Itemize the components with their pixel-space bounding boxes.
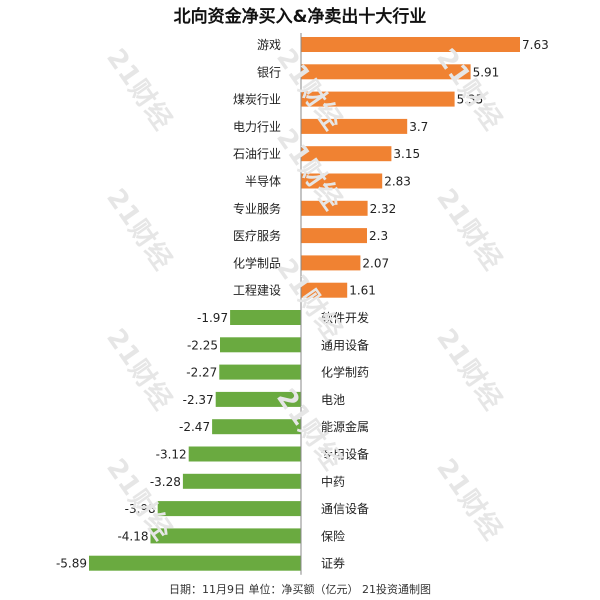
category-label: 能源金属: [321, 419, 369, 434]
bar: [188, 446, 301, 462]
bar: [301, 228, 367, 244]
bar: [182, 473, 301, 489]
bar: [230, 310, 301, 325]
data-label: 2.83: [384, 175, 411, 189]
category-label: 保险: [321, 528, 345, 543]
category-label: 银行: [257, 65, 281, 79]
bar: [301, 91, 455, 107]
category-label: 化学制品: [233, 255, 281, 270]
data-label: 3.7: [409, 120, 428, 134]
category-label: 专用设备: [321, 447, 369, 462]
category-label: 证券: [321, 556, 345, 571]
category-label: 化学制药: [321, 365, 369, 380]
data-label: -1.97: [197, 311, 228, 325]
data-label: 5.35: [457, 93, 484, 107]
data-label: 5.91: [473, 65, 500, 79]
category-label: 石油行业: [233, 147, 281, 161]
bar-chart: 游戏 7.63 银行 5.91 煤炭行业 5.35 电力行业 3.7 石油行业 3.15 半导体 2.…: [56, 33, 549, 575]
category-label: 专业服务: [233, 201, 281, 216]
category-label: 中药: [321, 474, 345, 489]
data-label: -2.27: [186, 366, 217, 380]
bar: [301, 173, 383, 189]
bar: [212, 419, 301, 435]
data-label: 2.07: [362, 256, 389, 270]
bar: [301, 64, 471, 80]
data-label: 3.15: [393, 147, 420, 161]
data-label: -2.47: [179, 420, 210, 434]
chart-footer: 日期：11月9日 单位：净买额（亿元） 21投资通制图: [169, 583, 431, 596]
bar: [157, 501, 301, 517]
data-label: -4.18: [117, 529, 148, 543]
bar: [301, 200, 368, 216]
bar: [219, 364, 301, 380]
bar: [301, 255, 361, 271]
bar: [89, 555, 301, 571]
category-label: 医疗服务: [233, 228, 281, 243]
category-label: 游戏: [257, 38, 281, 52]
data-label: -3.98: [125, 502, 156, 516]
bar: [301, 37, 520, 52]
category-label: 通用设备: [321, 338, 369, 352]
bar: [215, 391, 301, 407]
category-label: 工程建设: [233, 283, 281, 298]
data-label: -3.28: [150, 475, 181, 489]
data-label: -2.25: [187, 338, 218, 352]
data-label: 7.63: [522, 38, 549, 52]
data-label: 2.32: [370, 202, 397, 216]
data-label: -5.89: [56, 557, 87, 571]
bar: [301, 146, 392, 162]
data-label: -2.37: [183, 393, 214, 407]
chart-title: 北向资金净买入&净卖出十大行业: [173, 7, 427, 27]
data-label: 1.61: [349, 284, 376, 298]
category-label: 电力行业: [233, 120, 281, 134]
data-label: 2.3: [369, 229, 388, 243]
category-label: 煤炭行业: [233, 93, 281, 107]
bar: [150, 528, 301, 544]
bar: [301, 282, 348, 298]
category-label: 电池: [321, 393, 345, 407]
category-label: 通信设备: [321, 502, 369, 516]
bar: [301, 118, 408, 134]
bar: [220, 337, 301, 353]
category-label: 半导体: [245, 175, 281, 189]
category-label: 软件开发: [321, 310, 369, 325]
data-label: -3.12: [156, 448, 187, 462]
